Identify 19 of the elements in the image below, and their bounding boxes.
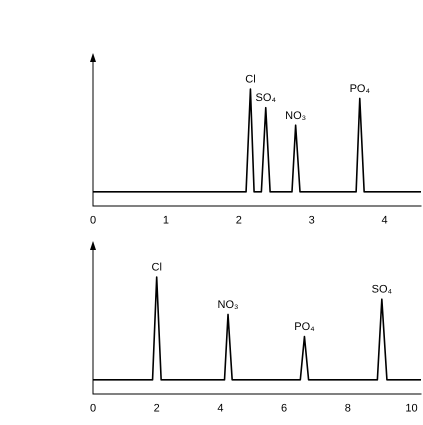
annotation: Cl: [151, 262, 162, 274]
annotation: NO₃: [218, 298, 239, 311]
annotation: SO₄: [256, 92, 276, 104]
x-tick-label: 0: [90, 214, 96, 226]
x-tick-label: 3: [308, 214, 315, 226]
x-tick-label: 6: [281, 402, 288, 414]
x-tick-label: 10: [405, 402, 418, 414]
x-tick-label: 8: [344, 402, 351, 414]
annotation: Cl: [245, 74, 256, 86]
x-tick-label: 4: [381, 214, 388, 226]
x-tick-label: 0: [90, 402, 96, 414]
x-tick-label: 1: [162, 214, 169, 226]
x-tick-label: 2: [154, 402, 160, 414]
x-tick-label: 4: [217, 402, 224, 414]
annotation: PO₄: [294, 321, 316, 334]
annotation: PO₄: [350, 82, 370, 95]
annotation: NO₃: [285, 110, 306, 122]
annotation: SO₄: [372, 284, 393, 296]
x-tick-label: 2: [236, 214, 242, 226]
